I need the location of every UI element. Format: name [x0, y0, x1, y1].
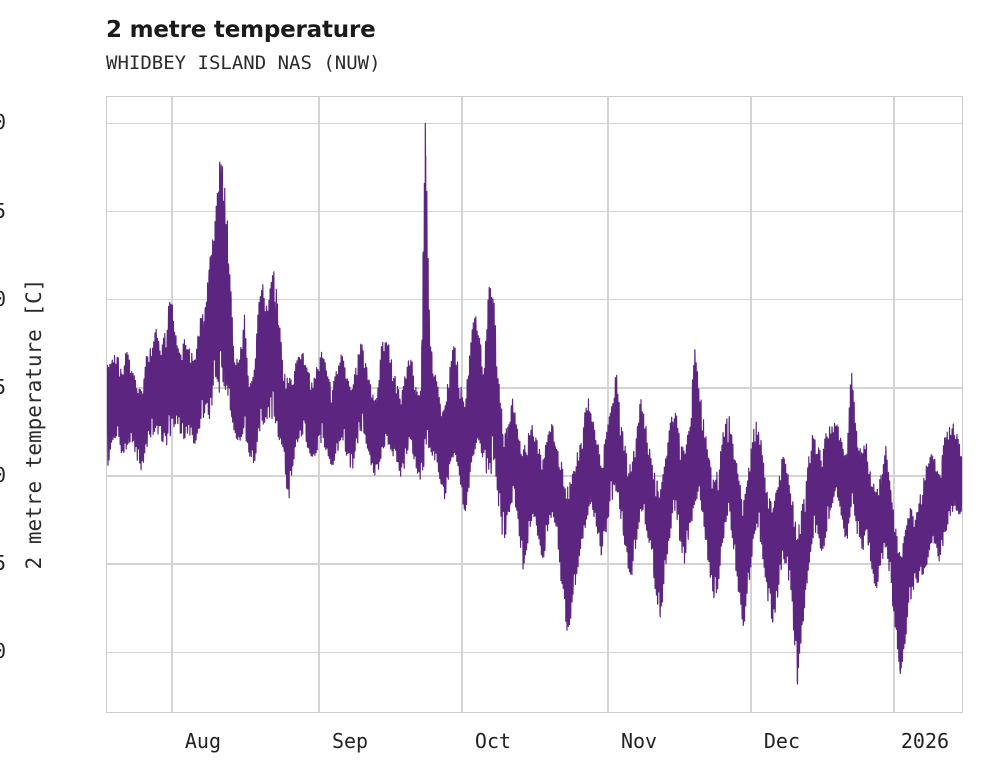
- gridline-y-25: [107, 210, 962, 213]
- x-tick-label: Sep: [331, 729, 369, 753]
- y-tick-label: 15: [0, 375, 6, 399]
- gridline-x-Dec: [750, 97, 752, 712]
- gridline-y-5: [107, 563, 962, 565]
- plot-area: [106, 96, 963, 713]
- gridline-y-15: [107, 387, 962, 389]
- series-line: [107, 122, 962, 685]
- temperature-series: [107, 122, 962, 685]
- y-axis-label: 2 metre temperature [C]: [22, 278, 46, 570]
- x-tick-label: Nov: [620, 729, 658, 753]
- y-tick-label: 0: [0, 639, 6, 663]
- gridline-y-30: [107, 122, 962, 125]
- y-tick-label: 25: [0, 199, 6, 223]
- x-tick-label: 2026: [900, 729, 950, 753]
- y-tick-label: 10: [0, 463, 6, 487]
- chart-subtitle: WHIDBEY ISLAND NAS (NUW): [106, 52, 381, 74]
- gridline-x-Nov: [607, 97, 609, 712]
- y-tick-label: 20: [0, 287, 6, 311]
- y-tick-label: 5: [0, 551, 6, 575]
- gridline-x-2026: [893, 97, 895, 712]
- gridline-y-0: [107, 651, 962, 653]
- y-tick-label: 30: [0, 110, 6, 134]
- page-title: 2 metre temperature: [106, 17, 376, 43]
- gridline-y-20: [107, 299, 962, 301]
- x-tick-label: Dec: [763, 729, 800, 753]
- x-tick-label: Oct: [474, 729, 512, 753]
- x-tick-label: Aug: [184, 729, 222, 753]
